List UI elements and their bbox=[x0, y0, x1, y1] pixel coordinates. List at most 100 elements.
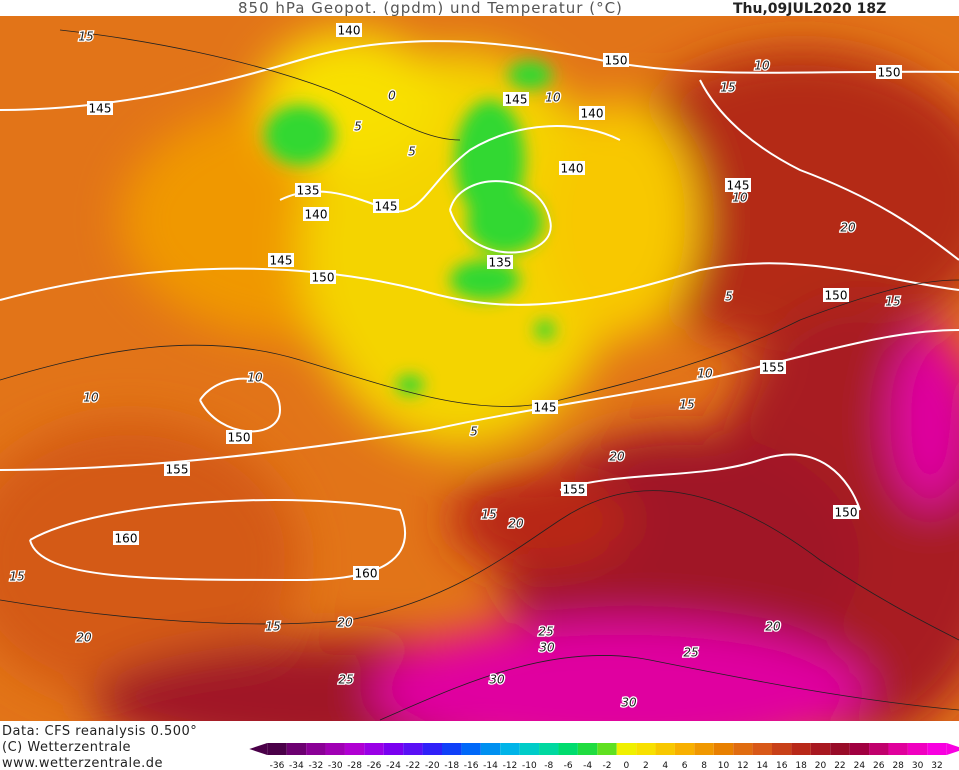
colorbar-swatch bbox=[733, 743, 753, 755]
isotherm-label: 10 bbox=[83, 391, 99, 405]
label-box bbox=[579, 106, 605, 120]
isotherm-label: 25 bbox=[683, 646, 698, 660]
label-box bbox=[87, 101, 113, 115]
colorbar-arrow-left bbox=[249, 743, 268, 755]
colorbar-swatch bbox=[422, 743, 442, 755]
label-box bbox=[532, 400, 558, 414]
label-box bbox=[226, 430, 252, 444]
colorbar-label: -20 bbox=[425, 761, 440, 770]
isotherm-label: 5 bbox=[470, 425, 478, 439]
isotherm-label: 15 bbox=[885, 295, 900, 309]
geopotential-label: 140 bbox=[338, 24, 361, 38]
geopotential-label: 155 bbox=[762, 361, 785, 375]
geopotential-label: 160 bbox=[355, 567, 378, 581]
colorbar-label: 6 bbox=[682, 761, 688, 770]
colorbar: -36 -34 -32 -30 -28 -26 -24 -22 -20 -18 -16 -14 -12-… bbox=[249, 743, 959, 770]
colorbar-swatch bbox=[519, 743, 540, 755]
isotherm-label: 5 bbox=[354, 120, 362, 134]
isotherm-label: 20 bbox=[765, 620, 781, 634]
colorbar-label: 4 bbox=[662, 761, 668, 770]
map bbox=[0, 16, 959, 721]
colorbar-label: 22 bbox=[834, 761, 845, 770]
colorbar-swatch bbox=[558, 743, 578, 755]
isotherm-label: 25 bbox=[338, 673, 353, 687]
geopotential-label: 135 bbox=[489, 256, 512, 270]
geopotential-label: 150 bbox=[605, 54, 628, 68]
colorbar-swatch bbox=[403, 743, 423, 755]
geopotential-label: 140 bbox=[561, 162, 584, 176]
colorbar-label: 8 bbox=[701, 761, 707, 770]
colorbar-label: 14 bbox=[757, 761, 769, 770]
colorbar-swatch bbox=[461, 743, 481, 755]
colorbar-swatch bbox=[752, 743, 772, 755]
label-box bbox=[603, 53, 629, 67]
colorbar-swatch bbox=[442, 743, 462, 755]
colorbar-label: -24 bbox=[386, 761, 401, 770]
colorbar-label: -22 bbox=[406, 761, 421, 770]
geopotential-label: 150 bbox=[878, 66, 901, 80]
colorbar-swatch bbox=[655, 743, 675, 755]
isotherm-label: 10 bbox=[697, 367, 713, 381]
colorbar-swatch bbox=[636, 743, 656, 755]
label-box bbox=[310, 270, 336, 284]
isotherm-label: 15 bbox=[78, 30, 93, 44]
geopotential-label: 135 bbox=[297, 184, 320, 198]
geopotential-label: 145 bbox=[505, 93, 528, 107]
label-box bbox=[559, 161, 585, 175]
colorbar-swatch bbox=[577, 743, 598, 755]
geopotential-label: 150 bbox=[228, 431, 251, 445]
geopotential-label: 140 bbox=[581, 107, 604, 121]
colorbar-swatch bbox=[383, 743, 404, 755]
colorbar-label: -12 bbox=[503, 761, 518, 770]
colorbar-swatch bbox=[306, 743, 326, 755]
geopotential-label: 155 bbox=[166, 463, 189, 477]
isohypses bbox=[0, 40, 959, 582]
isotherm-label: 30 bbox=[539, 641, 555, 655]
colorbar-swatch bbox=[830, 743, 850, 755]
colorbar-swatch bbox=[364, 743, 384, 755]
geopotential-label: 150 bbox=[825, 289, 848, 303]
colorbar-swatch bbox=[267, 743, 287, 755]
geopotential-label: 140 bbox=[305, 208, 328, 222]
isotherm-label: 30 bbox=[489, 673, 505, 687]
colorbar-label: 32 bbox=[931, 761, 942, 770]
colorbar-label: -4 bbox=[583, 761, 592, 770]
isotherm-label: 5 bbox=[408, 145, 416, 159]
isotherm-label: 30 bbox=[621, 696, 637, 710]
colorbar-label: -10 bbox=[522, 761, 537, 770]
colorbar-swatch bbox=[597, 743, 617, 755]
geopotential-label: 145 bbox=[534, 401, 557, 415]
colorbar-swatch bbox=[849, 743, 870, 755]
colorbar-label: -30 bbox=[328, 761, 343, 770]
label-box bbox=[373, 199, 399, 213]
isotherm-label: 20 bbox=[508, 517, 524, 531]
isotherm-label: 15 bbox=[481, 508, 496, 522]
colorbar-label: -28 bbox=[347, 761, 362, 770]
isotherm-label: 10 bbox=[732, 191, 748, 205]
geopotential-label: 150 bbox=[312, 271, 335, 285]
colorbar-swatch bbox=[907, 743, 928, 755]
colorbar-label: 18 bbox=[795, 761, 807, 770]
label-box bbox=[487, 255, 513, 269]
colorbar-label: 10 bbox=[718, 761, 730, 770]
copyright: (C) Wetterzentrale bbox=[2, 740, 131, 755]
colorbar-label: -34 bbox=[289, 761, 304, 770]
label-box bbox=[725, 178, 751, 192]
isotherm-label: 20 bbox=[609, 450, 625, 464]
isotherm-label: 5 bbox=[725, 290, 733, 304]
geopotential-label: 145 bbox=[727, 179, 750, 193]
colorbar-label: 16 bbox=[776, 761, 788, 770]
label-box bbox=[876, 65, 902, 79]
colorbar-label: -8 bbox=[544, 761, 553, 770]
map-date: Thu,09JUL2020 18Z bbox=[733, 1, 886, 17]
isotherm-label: 15 bbox=[265, 620, 280, 634]
colorbar-arrow-right bbox=[946, 743, 959, 755]
geopotential-label: 145 bbox=[89, 102, 112, 116]
colorbar-label: -32 bbox=[308, 761, 323, 770]
label-box bbox=[164, 462, 190, 476]
label-box bbox=[303, 207, 329, 221]
isotherm-label: 0 bbox=[388, 89, 396, 103]
colorbar-label: -16 bbox=[464, 761, 479, 770]
colorbar-label: 30 bbox=[912, 761, 924, 770]
label-box bbox=[113, 531, 139, 545]
